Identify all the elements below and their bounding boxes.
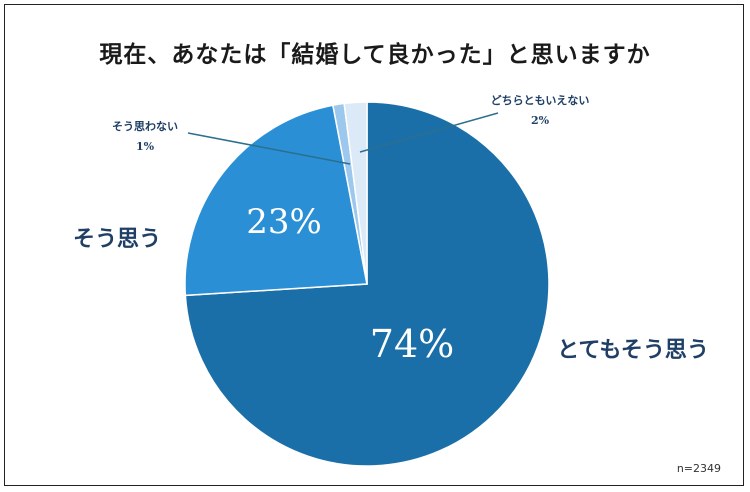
category-label-1: そう思う (73, 226, 161, 252)
pie-slice-3 (343, 101, 368, 285)
category-label-2: そう思わない (112, 120, 178, 133)
data-label-2: 1% (136, 140, 155, 153)
category-label-3: どちらともいえない (491, 94, 590, 107)
data-label-0: 74% (370, 322, 454, 366)
sample-size: n=2349 (676, 462, 721, 475)
data-label-3: 2% (531, 114, 550, 127)
pie-slice-1 (184, 104, 368, 297)
data-label-1: 23% (246, 202, 322, 242)
leader-line-2 (187, 132, 351, 165)
category-label-0: とてもそう思う (557, 337, 709, 363)
leader-line-3 (359, 112, 499, 153)
chart-title: 現在、あなたは「結婚して良かった」と思いますか (99, 41, 651, 68)
